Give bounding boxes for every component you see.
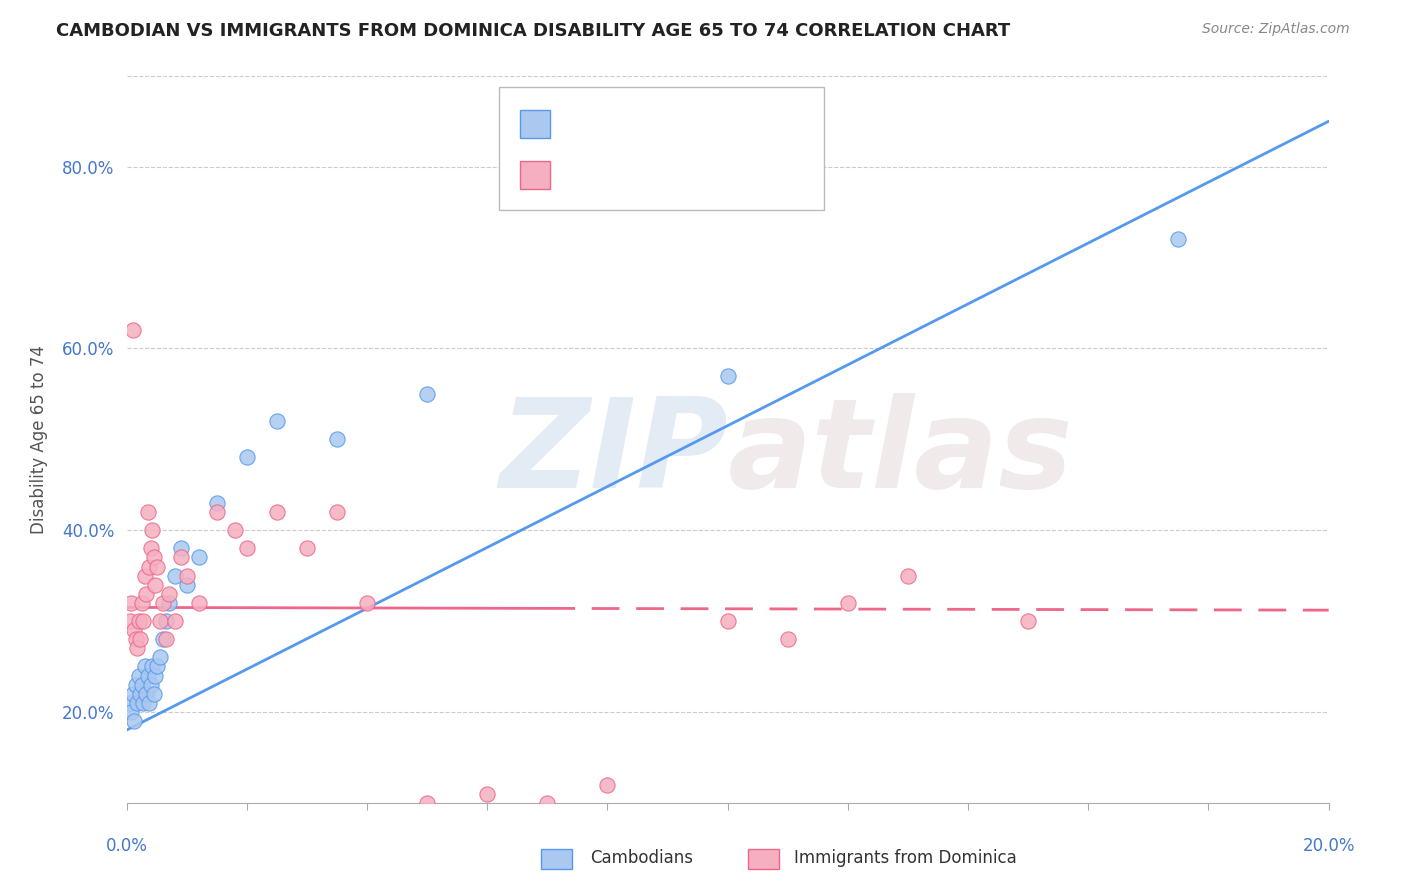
Point (187, 596, 209, 610)
Point (187, 550, 209, 565)
Point (118, 614, 141, 628)
Point (416, 796, 439, 810)
Point (135, 687, 157, 701)
Point (356, 596, 378, 610)
Point (121, 323, 143, 337)
Point (118, 696, 141, 710)
Point (149, 650, 172, 665)
Point (132, 696, 155, 710)
Point (138, 559, 160, 574)
Point (141, 523, 163, 537)
FancyBboxPatch shape (520, 111, 550, 137)
Point (128, 632, 150, 647)
Point (141, 659, 163, 673)
Point (139, 678, 162, 692)
Point (416, 387, 439, 401)
Text: Immigrants from Dominica: Immigrants from Dominica (794, 849, 1017, 867)
Point (149, 614, 172, 628)
Point (124, 678, 146, 692)
Point (837, 596, 859, 610)
Y-axis label: Disability Age 65 to 74: Disability Age 65 to 74 (31, 345, 48, 533)
Point (131, 596, 153, 610)
Point (136, 668, 159, 682)
Point (127, 696, 149, 710)
Point (134, 568, 156, 582)
Point (176, 578, 198, 592)
Point (122, 714, 145, 728)
Point (716, 614, 740, 628)
Point (295, 541, 318, 556)
Point (122, 623, 145, 637)
Point (124, 632, 146, 647)
Point (145, 659, 167, 673)
Point (897, 568, 920, 582)
Point (152, 596, 174, 610)
Point (131, 678, 153, 692)
Point (1167, 232, 1189, 246)
Point (120, 596, 142, 610)
Point (120, 705, 142, 719)
Text: atlas: atlas (728, 393, 1073, 515)
Point (145, 578, 167, 592)
Text: 0.707: 0.707 (628, 116, 682, 134)
Point (152, 632, 174, 647)
Point (224, 523, 246, 537)
Point (128, 614, 150, 628)
Text: N = 34: N = 34 (725, 116, 787, 134)
Point (142, 687, 165, 701)
Point (145, 559, 167, 574)
Point (536, 796, 558, 810)
Point (475, 787, 498, 801)
Point (235, 450, 259, 465)
Point (163, 614, 186, 628)
FancyBboxPatch shape (520, 161, 550, 188)
Text: Cambodians: Cambodians (591, 849, 693, 867)
Text: R =: R = (562, 167, 599, 186)
Point (128, 668, 150, 682)
FancyBboxPatch shape (499, 87, 824, 211)
Point (716, 368, 740, 383)
Point (138, 696, 160, 710)
Point (132, 614, 155, 628)
Point (121, 687, 143, 701)
Point (596, 778, 619, 792)
Point (157, 596, 180, 610)
Point (266, 505, 288, 519)
Text: ZIP: ZIP (499, 393, 728, 515)
Point (235, 541, 259, 556)
Text: -0.008: -0.008 (628, 167, 689, 186)
Point (205, 505, 228, 519)
Point (127, 641, 149, 656)
Point (145, 668, 167, 682)
Point (134, 659, 156, 673)
Text: 20.0%: 20.0% (1302, 837, 1355, 855)
Point (136, 505, 159, 519)
Point (163, 568, 186, 582)
Text: 0.0%: 0.0% (105, 837, 148, 855)
Text: CAMBODIAN VS IMMIGRANTS FROM DOMINICA DISABILITY AGE 65 TO 74 CORRELATION CHART: CAMBODIAN VS IMMIGRANTS FROM DOMINICA DI… (56, 22, 1011, 40)
Point (169, 550, 191, 565)
Point (169, 541, 191, 556)
Point (1017, 614, 1039, 628)
Point (266, 414, 288, 428)
Point (155, 632, 177, 647)
Point (135, 587, 157, 601)
Text: N = 43: N = 43 (749, 167, 811, 186)
Point (205, 496, 228, 510)
Point (326, 432, 349, 446)
Text: Source: ZipAtlas.com: Source: ZipAtlas.com (1202, 22, 1350, 37)
Text: R =: R = (562, 116, 599, 134)
Point (157, 587, 180, 601)
Point (142, 550, 165, 565)
Point (326, 505, 349, 519)
Point (139, 541, 162, 556)
Point (155, 614, 177, 628)
Point (128, 687, 150, 701)
Point (176, 568, 198, 582)
Point (776, 632, 799, 647)
